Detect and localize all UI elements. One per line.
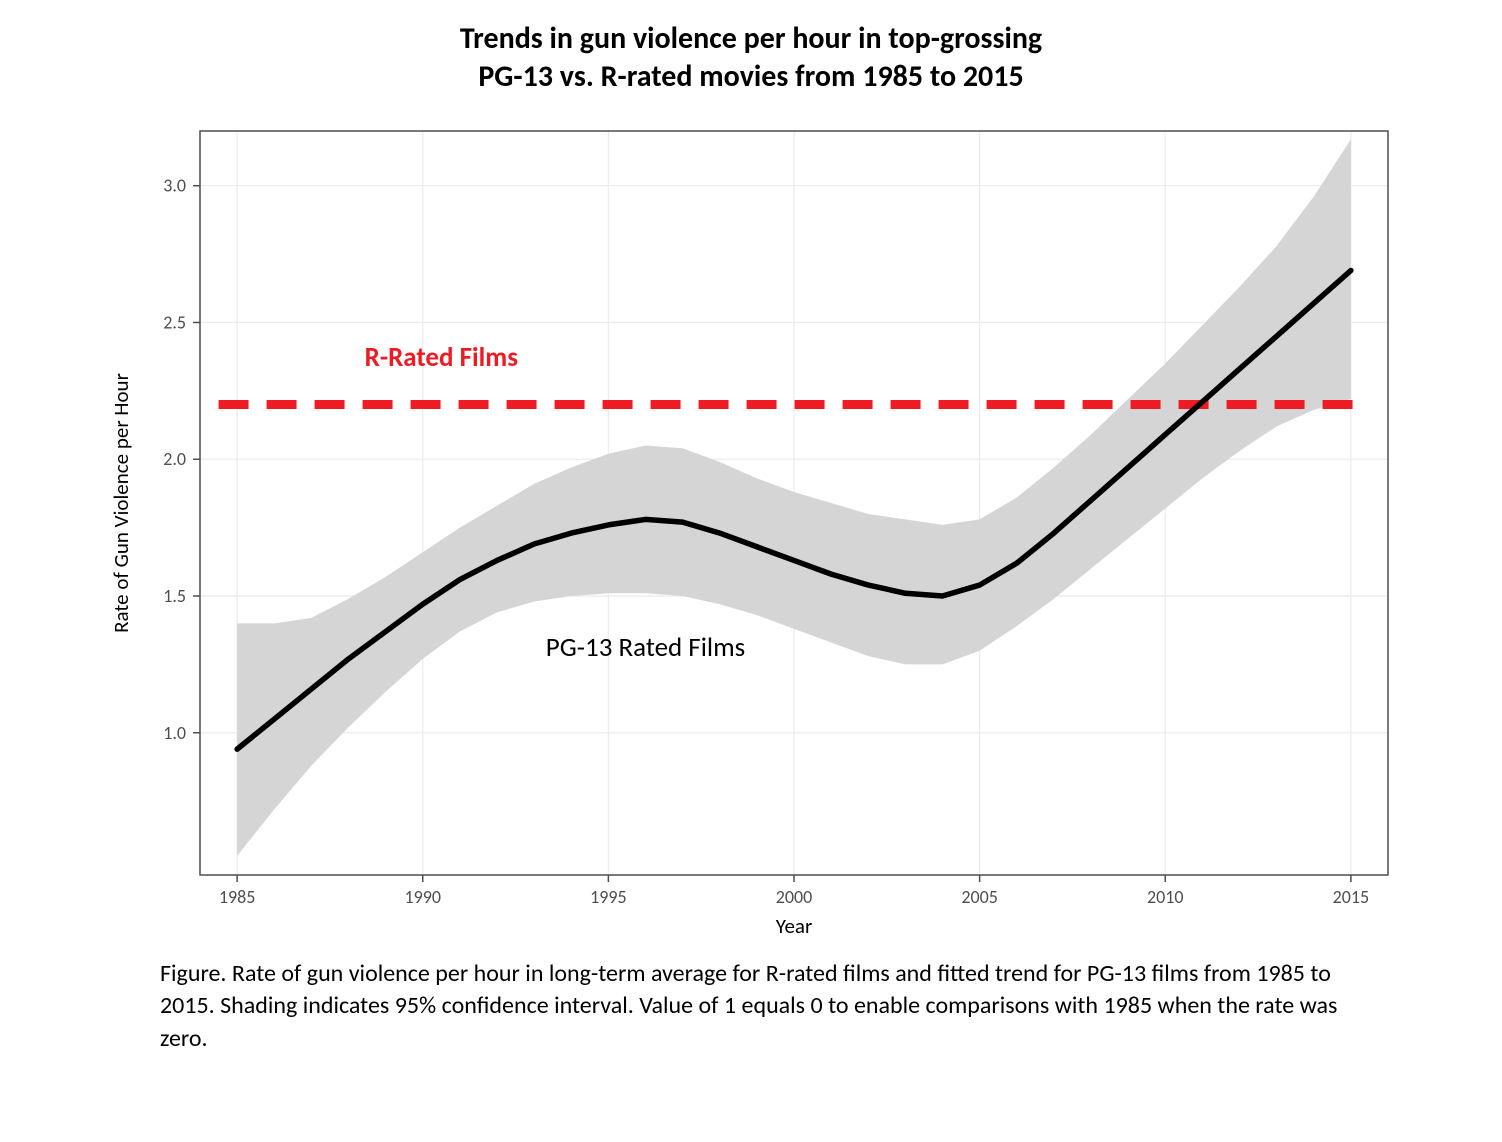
xtick-label: 1990 (405, 886, 442, 908)
ytick-label: 1.5 (163, 585, 186, 607)
chart-svg: 1985 1990 1995 2000 2005 2010 2015 1.0 1.5 2.0 2.5… (90, 113, 1410, 943)
y-axis-label: Rate of Gun Violence per Hour (108, 373, 134, 633)
chart-area: 1985 1990 1995 2000 2005 2010 2015 1.0 1.5 2.0 2.5… (90, 113, 1412, 948)
ytick-label: 1.0 (163, 722, 186, 744)
ytick-label: 3.0 (163, 175, 186, 197)
xtick-label: 2000 (776, 886, 813, 908)
xtick-label: 1985 (219, 886, 256, 908)
xtick-label: 2005 (961, 886, 998, 908)
chart-title: Trends in gun violence per hour in top-g… (90, 20, 1412, 95)
pg13-label: PG-13 Rated Films (546, 631, 745, 664)
r-rated-label: R-Rated Films (365, 341, 519, 374)
figure-caption: Figure. Rate of gun violence per hour in… (90, 958, 1412, 1055)
title-line2: PG-13 vs. R-rated movies from 1985 to 20… (90, 58, 1412, 96)
x-axis-label: Year (776, 913, 813, 939)
xtick-label: 2015 (1333, 886, 1370, 908)
xtick-label: 1995 (590, 886, 627, 908)
ytick-label: 2.0 (163, 448, 186, 470)
xtick-label: 2010 (1147, 886, 1184, 908)
ytick-label: 2.5 (163, 311, 186, 333)
title-line1: Trends in gun violence per hour in top-g… (90, 20, 1412, 58)
